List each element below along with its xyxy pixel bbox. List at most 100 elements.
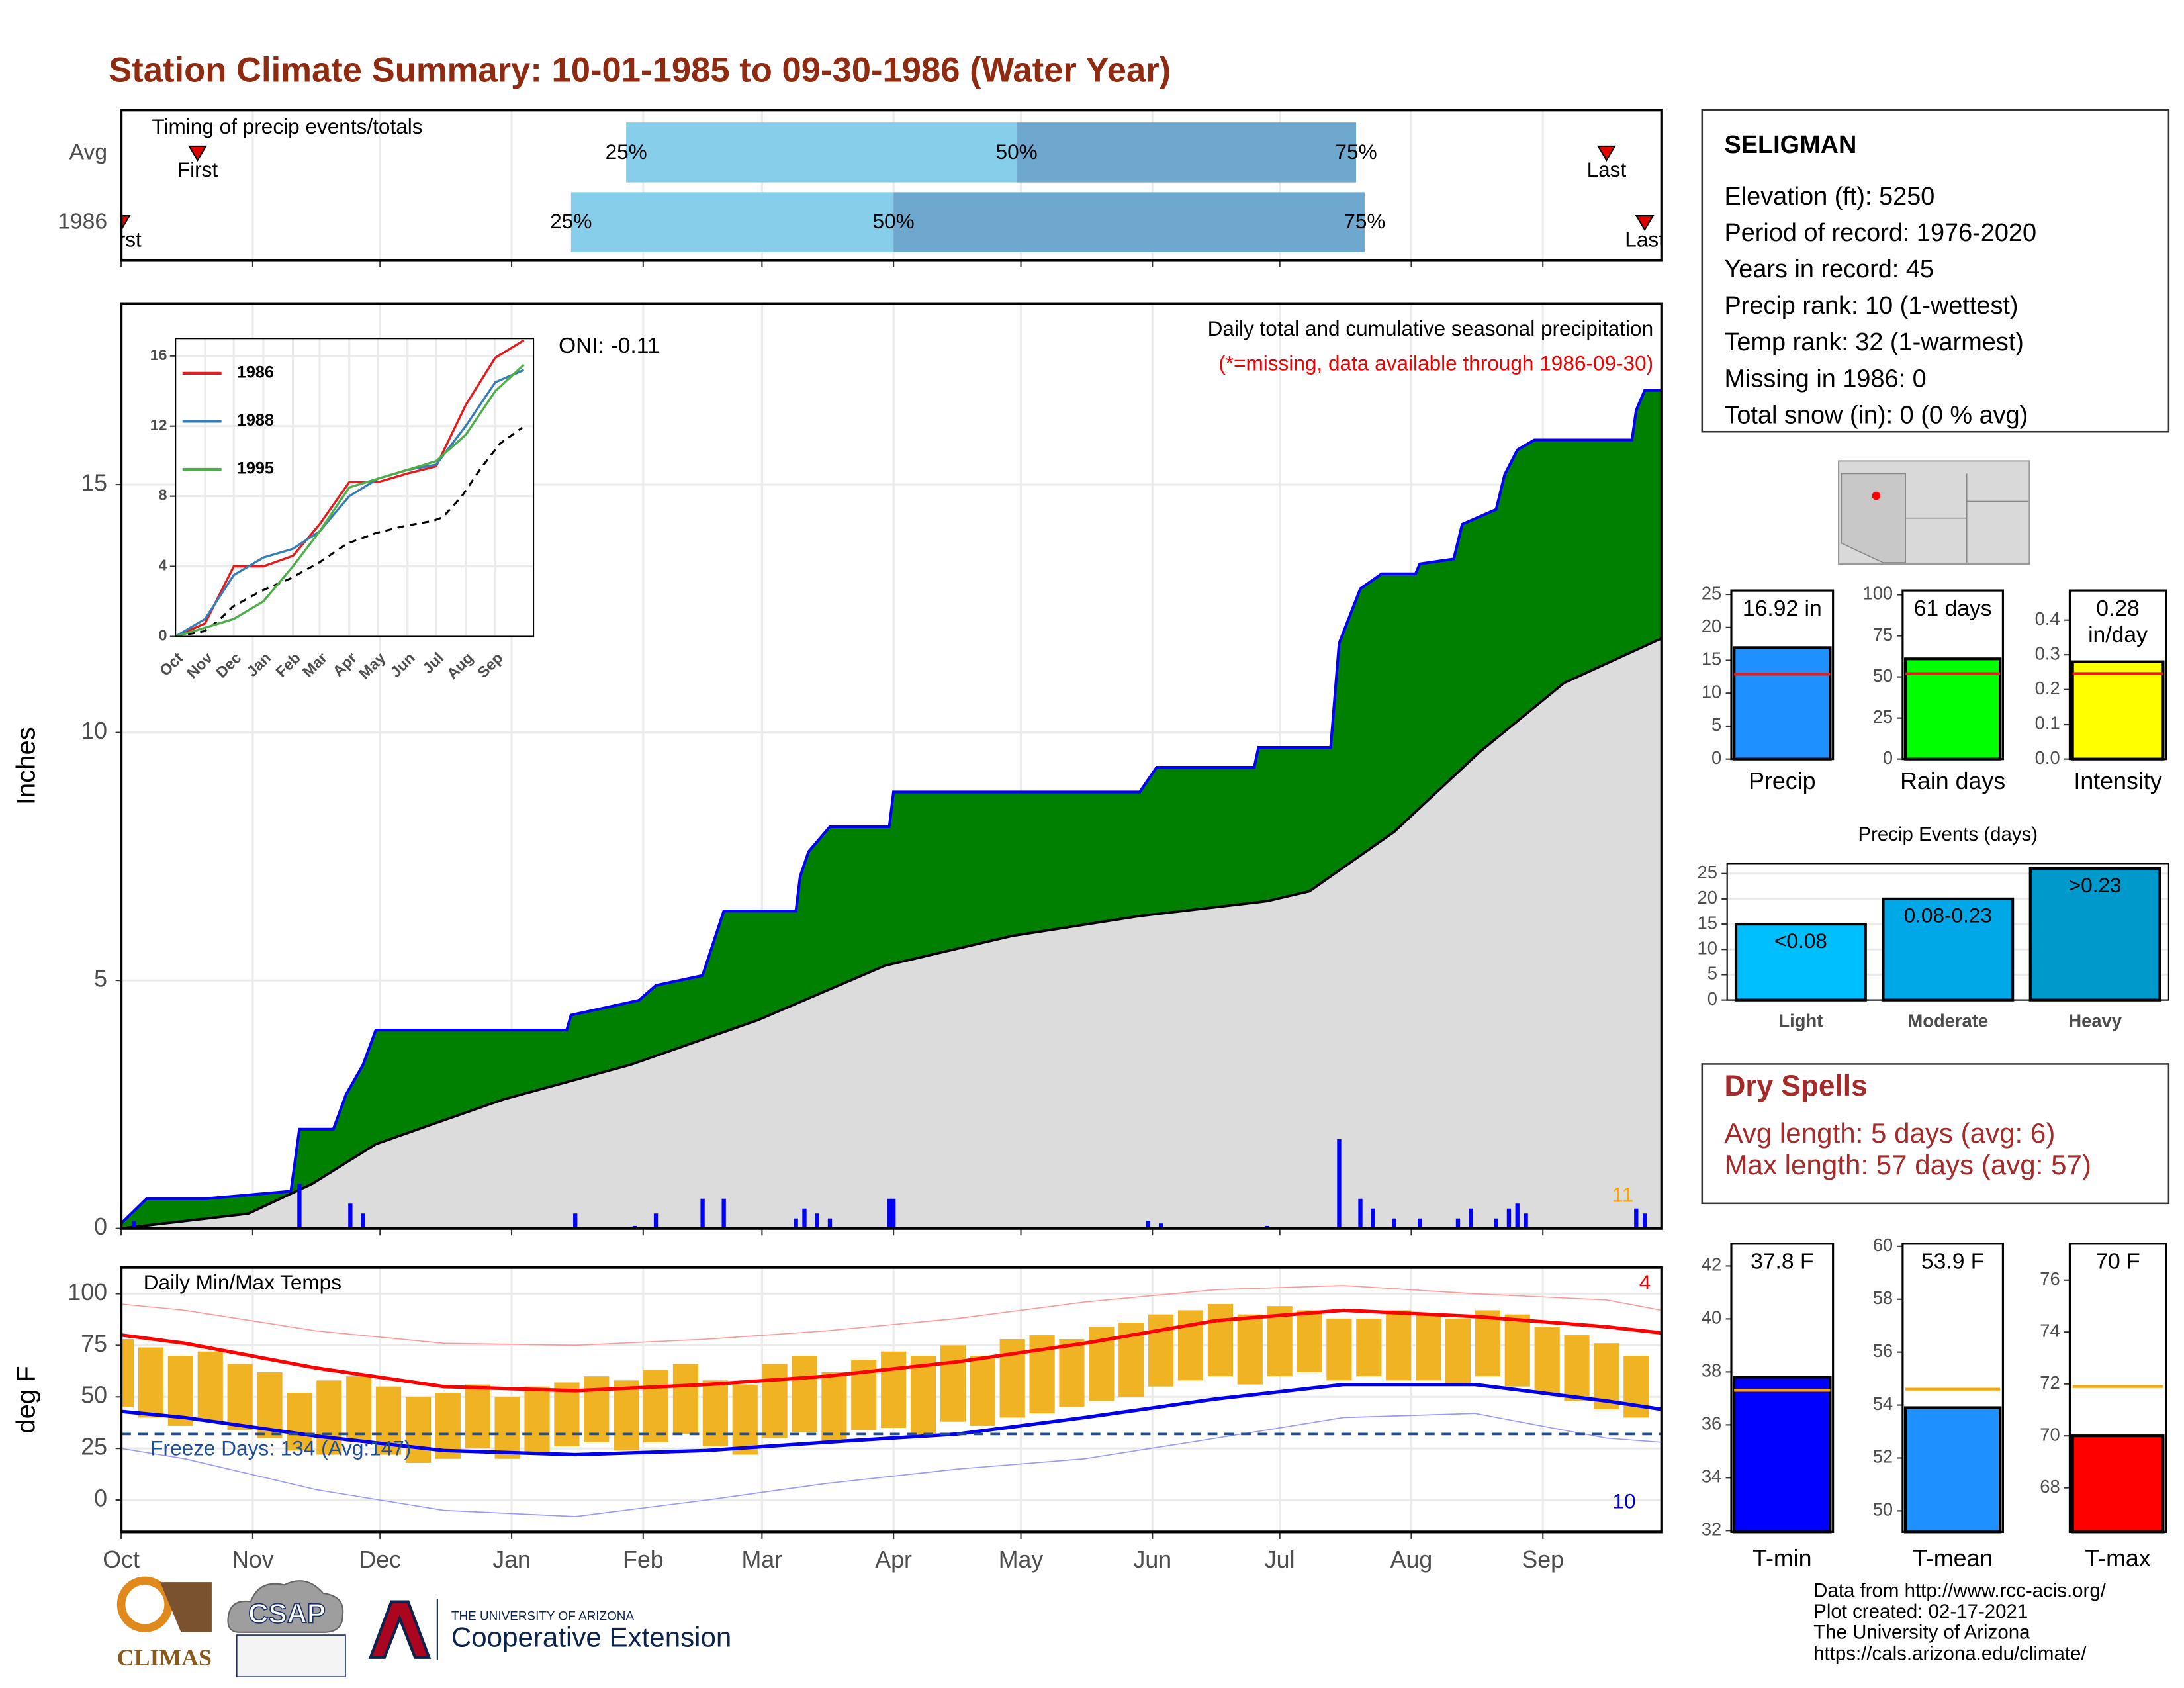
daily-bar [348,1203,353,1229]
category-label: T-min [1752,1545,1811,1571]
y-tick-label: 100 [68,1279,107,1305]
y-tick-label: 75 [81,1331,107,1357]
panel-subtitle: (*=missing, data available through 1986-… [1218,352,1653,375]
temp-range-bar [881,1351,907,1429]
daily-bar [700,1198,705,1229]
legend-label: 1995 [237,459,274,478]
temp-range-bar [1386,1310,1412,1381]
daily-bar [802,1208,807,1229]
daily-bar [1158,1223,1163,1229]
series-line [175,369,525,637]
panel-frame [1730,589,1835,761]
panel-frame [1901,1243,2004,1533]
y-tick-label: 0.0 [2035,747,2060,768]
temp-range-bar [138,1347,164,1418]
dry-spell-line: Avg length: 5 days (avg: 6) [1724,1117,2055,1149]
plot-area: Daily Min/Max Temps Freeze Days: 134 (Avg… [121,1267,1662,1532]
event-label: Last [1625,227,1664,251]
climas-logo [116,1576,173,1632]
y-tick-label: 15 [1698,912,1717,933]
quartile-label: 50% [996,140,1038,164]
y-tick-label: 40 [1702,1307,1721,1328]
y-tick-label: 5 [1707,963,1717,984]
extension-text: Cooperative Extension [451,1621,731,1652]
temp-range-bar [197,1351,223,1422]
y-tick-label: 25 [81,1434,107,1460]
temp-range-bar [287,1393,312,1451]
daily-bar [1337,1139,1342,1229]
legend-label: 1986 [237,363,274,382]
footer-line: https://cals.arizona.edu/climate/ [1813,1642,2087,1664]
daily-bar [361,1213,365,1229]
x-tick-label: Apr [875,1546,912,1573]
panel-frame [119,302,1663,1230]
temp-range-bar [614,1380,639,1451]
temp-range-bar [1564,1335,1590,1401]
y-tick-label: 58 [1873,1288,1893,1308]
x-tick-label: Dec [359,1546,401,1573]
temp-range-bar [1445,1318,1471,1385]
average-temp-line [121,1308,1662,1393]
daily-bar [1642,1213,1647,1229]
value-label: 16.92 in [1742,597,1822,622]
dry-spells-box [1701,1063,2170,1205]
y-tick-label: 75 [1873,624,1893,645]
daily-bar [297,1184,302,1229]
y-tick-label: 32 [1702,1519,1721,1540]
info-box [1701,109,2170,433]
y-tick-label: 60 [1873,1235,1893,1255]
temp-range-bar [1237,1314,1263,1385]
value-label: 70 F [2095,1250,2140,1275]
temp-range-bar [1148,1314,1174,1387]
bar [1733,646,1832,761]
record-line [121,1413,1662,1517]
y-tick-label: 50 [81,1382,107,1409]
temp-range-bar [405,1397,432,1463]
event-marker [1596,145,1616,162]
event-label: First [101,227,142,251]
y-tick-label: 52 [1873,1446,1893,1467]
temp-range-bar [584,1376,610,1442]
average-temp-line [121,1382,1662,1457]
x-tick-label: May [999,1546,1044,1573]
y-tick-label: 10 [1698,937,1717,958]
bar [2071,660,2165,761]
category-label: Moderate [1907,1011,1988,1031]
y-tick-label: 5 [94,966,107,992]
category-label: T-max [2085,1545,2150,1571]
csap-logo [227,1580,344,1633]
panel-frame [2068,589,2167,761]
row-label: 1986 [58,210,107,234]
threshold-label: <0.08 [1774,929,1827,953]
y-tick-label: 70 [2040,1424,2060,1444]
y-tick-label: 0.3 [2035,643,2060,663]
panel-frame [1901,589,2004,761]
x-tick-label: Jan [492,1546,531,1573]
info-line: Missing in 1986: 0 [1724,365,1926,393]
station-name: SELIGMAN [1724,131,1856,159]
threshold-label: 0.08-0.23 [1904,904,1992,927]
info-lines: Elevation (ft): 5250 Period of record: 19… [1724,183,2036,430]
quartile-bar [1017,122,1357,183]
footer-line: The University of Arizona [1813,1622,2030,1644]
temp-range-bar [167,1355,193,1426]
y-tick-label: 74 [2040,1320,2060,1340]
value-label-box: 0.28 in/day [2088,598,2148,648]
y-tick-label: 34 [1702,1466,1721,1487]
temp-range-bar [940,1345,966,1422]
temp-range-bar [494,1397,520,1459]
y-axis-title: Inches [12,727,41,805]
x-tick-label: Nov [232,1546,274,1573]
value-label-box: 37.8 F [1751,1250,1813,1274]
daily-bar [1418,1218,1422,1229]
cumulative-line [121,389,1662,1225]
timing-title: Timing of precip events/totals [152,115,422,138]
temp-range-bar [121,1339,134,1407]
temp-range-bar [643,1370,669,1442]
chart-title: Precip Events (days) [1858,823,2038,845]
quartile-bar [626,122,1017,183]
daily-bar [827,1218,833,1229]
y-tick-label: 0 [1883,747,1893,768]
y-tick-label: 15 [1702,649,1721,669]
